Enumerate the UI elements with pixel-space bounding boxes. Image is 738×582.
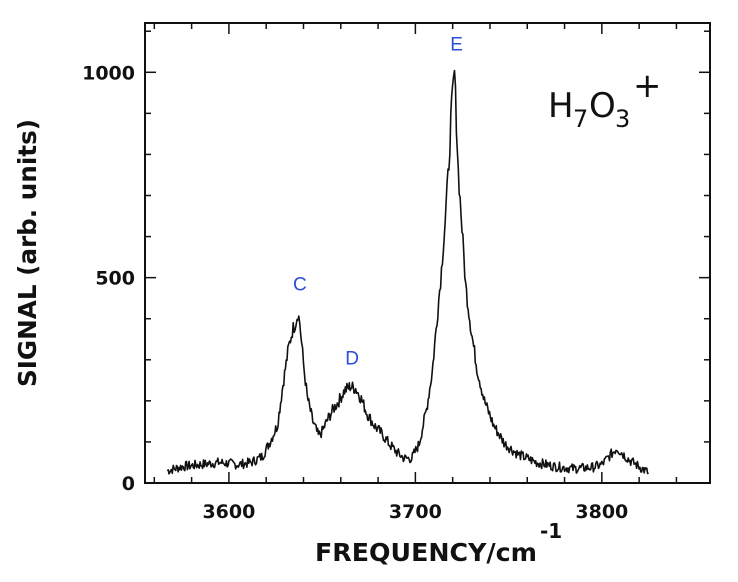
x-tick-label: 3600 [202,501,255,523]
y-tick-label: 0 [122,473,135,495]
tick-labels: 3600 3700 3800 0 500 1000 [82,62,628,523]
peak-label-d: D [345,348,359,369]
species-label-o: O [589,86,616,126]
species-label-charge: + [633,66,662,106]
x-tick-label: 3800 [575,501,628,523]
y-tick-label: 1000 [82,62,135,84]
signal-series-line [166,69,650,475]
tick-marks [145,23,710,484]
species-label-sub-7: 7 [573,105,588,133]
y-axis-title: SIGNAL (arb. units) [13,119,42,387]
x-tick-label: 3700 [389,501,442,523]
x-axis-title: FREQUENCY/cm [315,538,537,567]
species-label-h: H [548,86,574,126]
plot-frame [144,22,711,484]
peak-labels: C D E [293,34,463,369]
peak-label-c: C [293,275,307,296]
species-label: H 7 O 3 + [548,66,662,133]
y-tick-label: 500 [95,268,135,290]
species-label-sub-3: 3 [615,105,630,133]
x-axis-title-exponent: -1 [540,519,562,543]
peak-label-e: E [450,34,463,55]
